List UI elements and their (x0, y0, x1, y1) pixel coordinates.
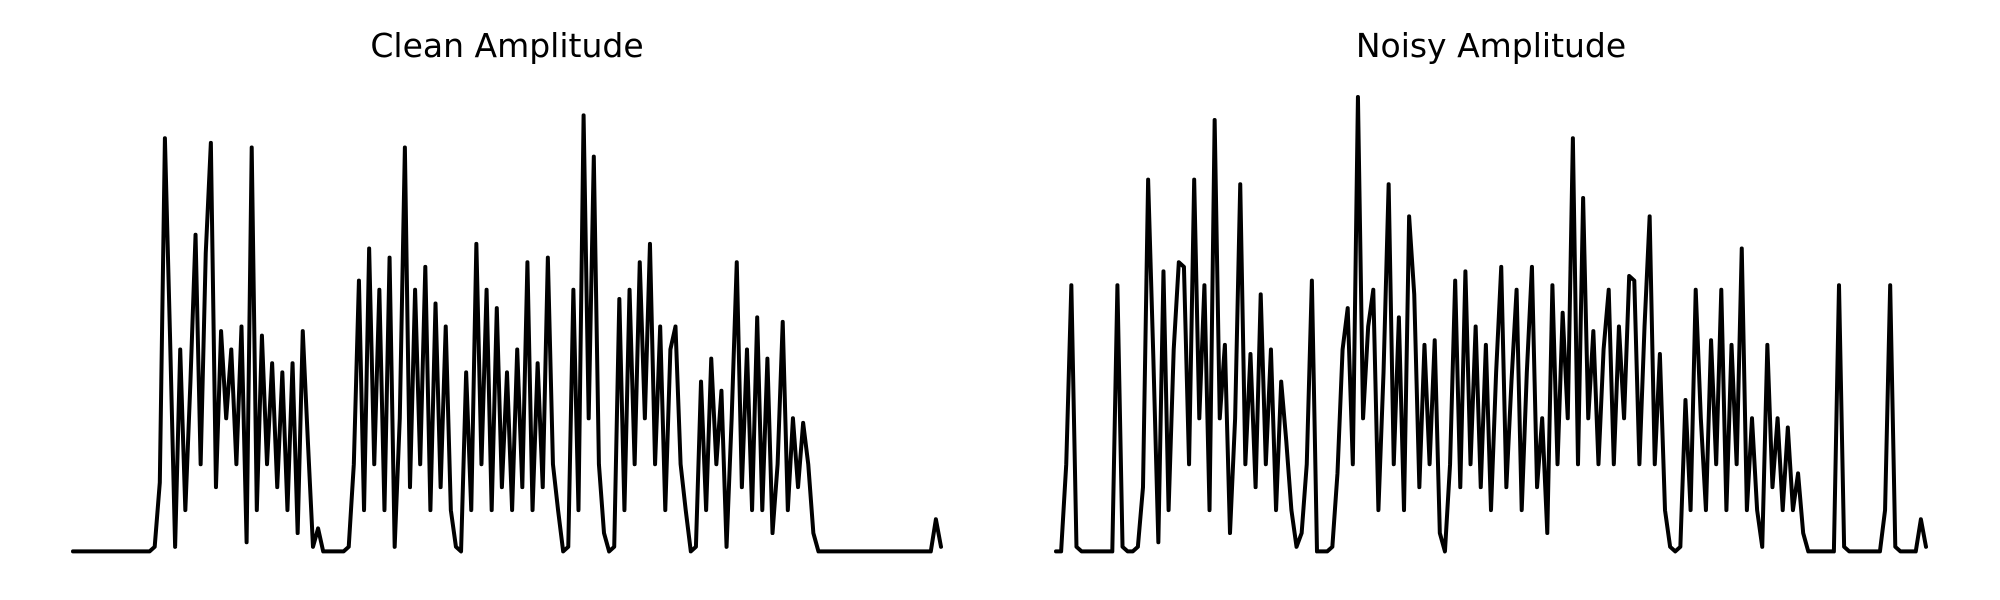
chart-title: Clean Amplitude (370, 26, 643, 65)
waveform-line (71, 113, 943, 554)
chart-title: Noisy Amplitude (1356, 26, 1626, 65)
waveform-line (1054, 95, 1928, 554)
